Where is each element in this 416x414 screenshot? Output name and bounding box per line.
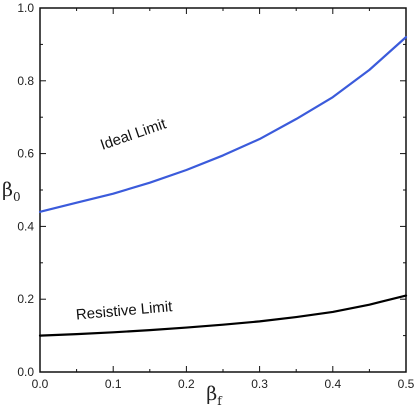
series-annotation: Ideal Limit [98,115,169,154]
series-line-ideal-limit [38,36,408,213]
y-tick-label: 0.8 [17,74,34,88]
x-tick-label: 0.4 [324,377,341,391]
series-line-resistive-limit [38,294,408,337]
series-lines [38,36,408,337]
x-tick-label: 0.0 [32,377,49,391]
y-tick-label: 0.0 [17,365,34,379]
x-tick-label: 0.2 [178,377,195,391]
series-annotation: Resistive Limit [75,298,174,323]
series-annotations: Ideal Limit Resistive Limit [75,115,174,323]
x-tick-label: 0.3 [251,377,268,391]
y-axis-label: β0 [2,179,21,204]
y-tick-label: 0.4 [17,219,34,233]
tick-labels: 0.0 0.1 0.2 0.3 0.4 0.5 0.0 0.2 0.4 0.6 0.8 1.0 [17,1,414,391]
y-tick-label: 0.6 [17,147,34,161]
y-tick-label: 0.2 [17,292,34,306]
x-tick-label: 0.1 [105,377,122,391]
axis-ticks [39,7,407,373]
x-tick-label: 0.5 [398,377,415,391]
x-axis-label: βf [206,383,223,408]
y-tick-label: 1.0 [17,1,34,15]
